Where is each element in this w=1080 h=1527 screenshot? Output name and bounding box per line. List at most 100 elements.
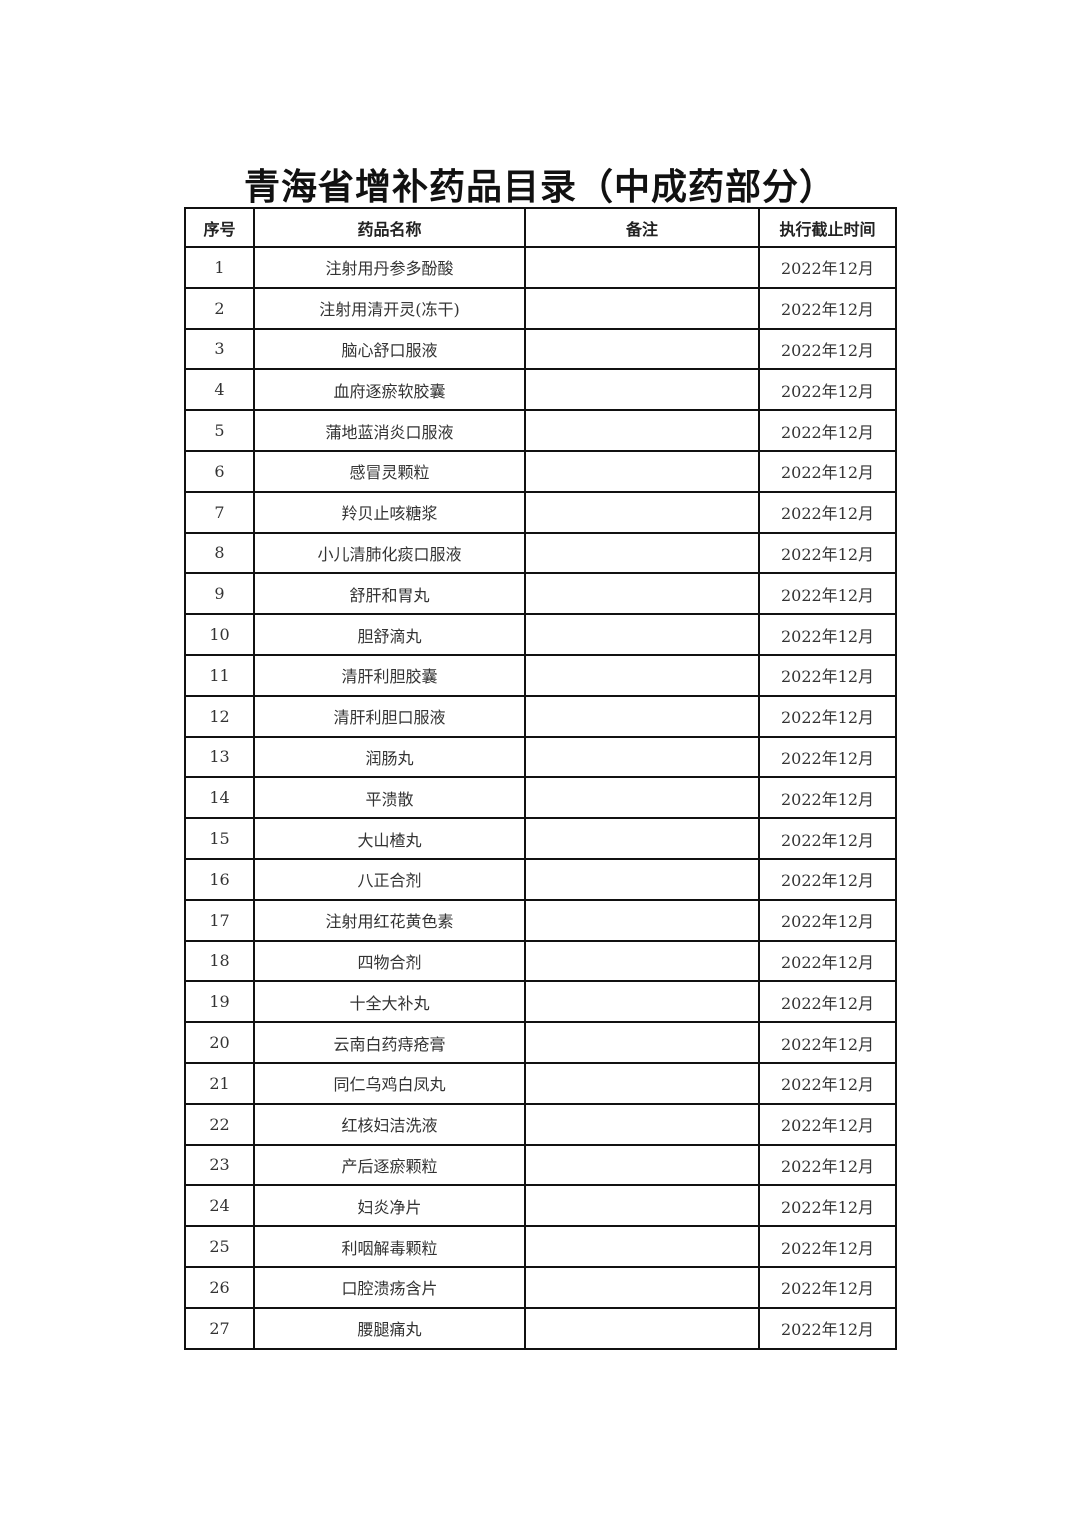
table-row: 19 十全大补丸 2022年12月 xyxy=(184,980,897,1024)
table-row: 18 四物合剂 2022年12月 xyxy=(184,939,897,983)
cell-drug-name: 口腔溃疡含片 xyxy=(253,1265,526,1309)
table-row: 12 清肝利胆口服液 2022年12月 xyxy=(184,694,897,738)
table-row: 21 同仁乌鸡白凤丸 2022年12月 xyxy=(184,1061,897,1105)
cell-drug-name: 小儿清肺化痰口服液 xyxy=(253,531,526,575)
cell-note xyxy=(524,246,760,289)
table-row: 6 感冒灵颗粒 2022年12月 xyxy=(184,449,897,493)
table-row: 26 口腔溃疡含片 2022年12月 xyxy=(184,1265,897,1309)
cell-note xyxy=(524,776,760,820)
table-row: 1 注射用丹参多酚酸 2022年12月 xyxy=(184,246,897,289)
cell-drug-name: 产后逐瘀颗粒 xyxy=(253,1143,526,1187)
cell-deadline: 2022年12月 xyxy=(758,327,897,371)
cell-deadline: 2022年12月 xyxy=(758,531,897,575)
header-deadline: 执行截止时间 xyxy=(758,207,897,248)
cell-deadline: 2022年12月 xyxy=(758,857,897,901)
cell-deadline: 2022年12月 xyxy=(758,246,897,289)
table-row: 5 蒲地蓝消炎口服液 2022年12月 xyxy=(184,409,897,452)
table-header-row: 序号 药品名称 备注 执行截止时间 xyxy=(184,207,897,248)
cell-deadline: 2022年12月 xyxy=(758,1061,897,1105)
table-row: 17 注射用红花黄色素 2022年12月 xyxy=(184,898,897,942)
cell-note xyxy=(524,1102,760,1146)
cell-note xyxy=(524,449,760,493)
cell-drug-name: 感冒灵颗粒 xyxy=(253,449,526,493)
table-row: 15 大山楂丸 2022年12月 xyxy=(184,817,897,860)
table-row: 25 利咽解毒颗粒 2022年12月 xyxy=(184,1225,897,1268)
cell-drug-name: 红核妇洁洗液 xyxy=(253,1102,526,1146)
cell-number: 2 xyxy=(184,286,255,330)
cell-drug-name: 利咽解毒颗粒 xyxy=(253,1225,526,1268)
table-row: 14 平溃散 2022年12月 xyxy=(184,776,897,820)
cell-deadline: 2022年12月 xyxy=(758,1265,897,1309)
header-number: 序号 xyxy=(184,207,255,248)
cell-number: 21 xyxy=(184,1061,255,1105)
cell-number: 7 xyxy=(184,490,255,534)
cell-drug-name: 润肠丸 xyxy=(253,735,526,779)
cell-number: 8 xyxy=(184,531,255,575)
cell-drug-name: 同仁乌鸡白凤丸 xyxy=(253,1061,526,1105)
cell-deadline: 2022年12月 xyxy=(758,368,897,412)
table-row: 22 红核妇洁洗液 2022年12月 xyxy=(184,1102,897,1146)
table-row: 13 润肠丸 2022年12月 xyxy=(184,735,897,779)
cell-note xyxy=(524,939,760,983)
cell-drug-name: 清肝利胆口服液 xyxy=(253,694,526,738)
cell-number: 1 xyxy=(184,246,255,289)
cell-deadline: 2022年12月 xyxy=(758,1102,897,1146)
cell-drug-name: 舒肝和胃丸 xyxy=(253,572,526,616)
cell-deadline: 2022年12月 xyxy=(758,694,897,738)
cell-note xyxy=(524,653,760,697)
cell-number: 18 xyxy=(184,939,255,983)
cell-deadline: 2022年12月 xyxy=(758,776,897,820)
cell-drug-name: 血府逐瘀软胶囊 xyxy=(253,368,526,412)
cell-note xyxy=(524,1225,760,1268)
table-row: 7 羚贝止咳糖浆 2022年12月 xyxy=(184,490,897,534)
cell-number: 10 xyxy=(184,613,255,656)
cell-deadline: 2022年12月 xyxy=(758,1184,897,1228)
cell-drug-name: 胆舒滴丸 xyxy=(253,613,526,656)
cell-drug-name: 羚贝止咳糖浆 xyxy=(253,490,526,534)
table-row: 11 清肝利胆胶囊 2022年12月 xyxy=(184,653,897,697)
table-row: 23 产后逐瘀颗粒 2022年12月 xyxy=(184,1143,897,1187)
cell-deadline: 2022年12月 xyxy=(758,1225,897,1268)
cell-number: 24 xyxy=(184,1184,255,1228)
cell-deadline: 2022年12月 xyxy=(758,735,897,779)
cell-note xyxy=(524,368,760,412)
cell-note xyxy=(524,980,760,1024)
table-row: 2 注射用清开灵(冻干) 2022年12月 xyxy=(184,286,897,330)
cell-drug-name: 清肝利胆胶囊 xyxy=(253,653,526,697)
cell-number: 26 xyxy=(184,1265,255,1309)
cell-drug-name: 大山楂丸 xyxy=(253,817,526,860)
cell-number: 27 xyxy=(184,1306,255,1350)
cell-note xyxy=(524,1184,760,1228)
table-row: 10 胆舒滴丸 2022年12月 xyxy=(184,613,897,656)
cell-drug-name: 脑心舒口服液 xyxy=(253,327,526,371)
table-row: 3 脑心舒口服液 2022年12月 xyxy=(184,327,897,371)
cell-number: 25 xyxy=(184,1225,255,1268)
cell-number: 19 xyxy=(184,980,255,1024)
cell-note xyxy=(524,817,760,860)
table-row: 9 舒肝和胃丸 2022年12月 xyxy=(184,572,897,616)
cell-deadline: 2022年12月 xyxy=(758,1021,897,1064)
cell-number: 12 xyxy=(184,694,255,738)
table-row: 27 腰腿痛丸 2022年12月 xyxy=(184,1306,897,1350)
cell-number: 9 xyxy=(184,572,255,616)
table-row: 8 小儿清肺化痰口服液 2022年12月 xyxy=(184,531,897,575)
drug-table: 序号 药品名称 备注 执行截止时间 1 注射用丹参多酚酸 2022年12月 2 注射用清… xyxy=(184,207,897,1350)
cell-deadline: 2022年12月 xyxy=(758,572,897,616)
cell-drug-name: 四物合剂 xyxy=(253,939,526,983)
cell-number: 23 xyxy=(184,1143,255,1187)
cell-drug-name: 平溃散 xyxy=(253,776,526,820)
table-row: 16 八正合剂 2022年12月 xyxy=(184,857,897,901)
cell-number: 16 xyxy=(184,857,255,901)
cell-drug-name: 十全大补丸 xyxy=(253,980,526,1024)
cell-note xyxy=(524,1061,760,1105)
cell-note xyxy=(524,857,760,901)
cell-note xyxy=(524,898,760,942)
cell-deadline: 2022年12月 xyxy=(758,286,897,330)
header-note: 备注 xyxy=(524,207,760,248)
cell-note xyxy=(524,531,760,575)
cell-note xyxy=(524,409,760,452)
cell-deadline: 2022年12月 xyxy=(758,490,897,534)
header-drug-name: 药品名称 xyxy=(253,207,526,248)
cell-drug-name: 注射用红花黄色素 xyxy=(253,898,526,942)
cell-number: 20 xyxy=(184,1021,255,1064)
